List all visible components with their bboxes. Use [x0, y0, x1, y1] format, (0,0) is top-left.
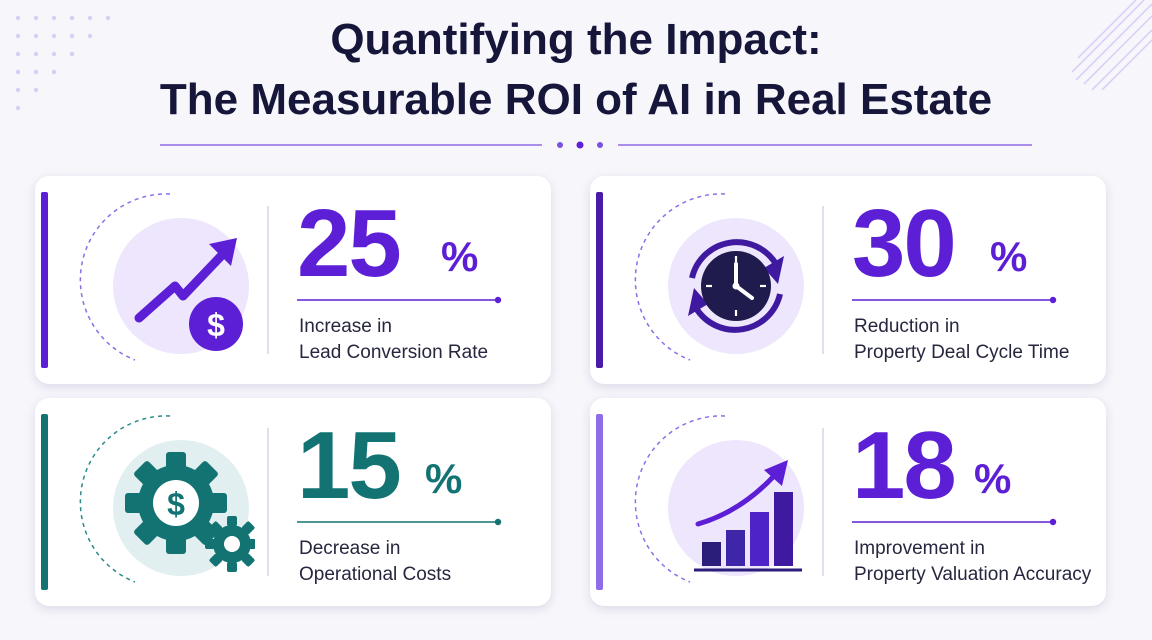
card-accent-bar [41, 414, 48, 590]
metric-label-line-1: Decrease in [299, 538, 401, 559]
page-title-line-2: The Measurable ROI of AI in Real Estate [159, 75, 993, 124]
card-divider [822, 428, 824, 576]
decorative-dot-grid [15, 15, 111, 111]
card-accent-bar [596, 192, 603, 368]
metric-card-lead-conversion: $ 25 % Increase in Lead Conversion Rate [35, 176, 551, 384]
metric-label-line-2: Lead Conversion Rate [299, 342, 489, 363]
card-divider [267, 428, 269, 576]
metric-value: 25 [297, 190, 402, 297]
card-divider [822, 206, 824, 354]
svg-text:$: $ [207, 307, 225, 343]
metric-label: Decrease in Operational Costs [299, 536, 451, 588]
card-divider [267, 206, 269, 354]
metric-underline [852, 296, 1057, 304]
page-title-line-1: Quantifying the Impact: [330, 15, 822, 64]
decorative-diagonal-lines [1071, 0, 1152, 90]
metric-unit: % [990, 233, 1028, 280]
metric-label-line-2: Property Valuation Accuracy [854, 564, 1092, 585]
metric-value: 30 [852, 190, 957, 297]
clock-cycle-icon [634, 193, 804, 361]
title-divider [160, 141, 1032, 149]
metric-unit: % [425, 455, 463, 502]
card-accent-bar [41, 192, 48, 368]
metric-card-valuation-accuracy: 18 % Improvement in Property Valuation A… [590, 398, 1106, 606]
metric-underline [297, 518, 502, 526]
metric-card-deal-cycle: 30 % Reduction in Property Deal Cycle Ti… [590, 176, 1106, 384]
svg-text:$: $ [167, 486, 185, 522]
metric-unit: % [441, 233, 479, 280]
metric-label: Reduction in Property Deal Cycle Time [854, 314, 1069, 366]
gears-dollar-icon: $ [79, 415, 255, 583]
metric-label: Increase in Lead Conversion Rate [299, 314, 488, 366]
metric-label-line-2: Operational Costs [299, 564, 452, 585]
metric-underline [297, 296, 502, 304]
trend-up-dollar-icon: $ [79, 193, 249, 361]
metric-underline [852, 518, 1057, 526]
metric-label-line-2: Property Deal Cycle Time [854, 342, 1070, 363]
metric-unit: % [974, 455, 1012, 502]
card-accent-bar [596, 414, 603, 590]
metric-value: 15 [297, 412, 402, 519]
metric-card-operational-costs: $ 15 % Decrease in Operational Costs [35, 398, 551, 606]
metric-value: 18 [852, 412, 957, 519]
bar-growth-icon [634, 415, 804, 583]
metric-label-line-1: Increase in [299, 316, 392, 337]
metric-label-line-1: Reduction in [854, 316, 960, 337]
metric-label: Improvement in Property Valuation Accura… [854, 536, 1091, 588]
metric-label-line-1: Improvement in [854, 538, 985, 559]
